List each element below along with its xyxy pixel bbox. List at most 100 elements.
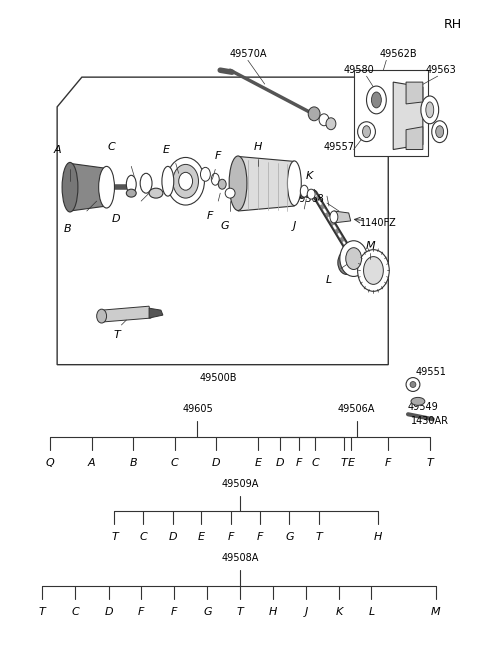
Ellipse shape (99, 166, 114, 208)
Polygon shape (149, 308, 163, 318)
Text: T: T (237, 607, 243, 616)
Polygon shape (406, 82, 423, 104)
Text: D: D (212, 458, 221, 468)
Ellipse shape (300, 185, 308, 197)
Text: 49562B: 49562B (379, 49, 417, 60)
Text: D: D (168, 533, 177, 542)
Polygon shape (406, 126, 423, 149)
Ellipse shape (62, 162, 78, 212)
Text: T: T (340, 458, 347, 468)
Text: E: E (162, 145, 169, 155)
Ellipse shape (201, 168, 210, 181)
Ellipse shape (218, 179, 226, 189)
Ellipse shape (363, 257, 384, 284)
Text: B: B (130, 458, 137, 468)
Text: B: B (63, 224, 71, 234)
Text: 49509A: 49509A (221, 479, 259, 489)
Text: 49568: 49568 (294, 194, 324, 204)
Text: C: C (171, 458, 179, 468)
Text: F: F (170, 607, 177, 616)
Polygon shape (70, 163, 107, 211)
Text: L: L (326, 275, 332, 286)
Text: F: F (207, 211, 214, 221)
Polygon shape (238, 157, 294, 211)
Ellipse shape (330, 211, 338, 223)
Text: 49570A: 49570A (229, 49, 267, 60)
Text: G: G (285, 533, 294, 542)
Text: C: C (311, 458, 319, 468)
Ellipse shape (432, 121, 447, 143)
Ellipse shape (149, 188, 163, 198)
Text: J: J (305, 607, 308, 616)
Text: C: C (108, 141, 115, 151)
Text: 49508A: 49508A (221, 553, 259, 563)
Ellipse shape (307, 189, 315, 199)
Ellipse shape (346, 248, 361, 269)
Text: 49563: 49563 (425, 66, 456, 75)
Ellipse shape (362, 126, 371, 138)
Ellipse shape (211, 174, 219, 185)
Ellipse shape (96, 309, 107, 323)
Ellipse shape (140, 174, 152, 193)
Ellipse shape (372, 92, 381, 108)
Text: T: T (113, 330, 120, 340)
Ellipse shape (406, 377, 420, 392)
Ellipse shape (225, 188, 235, 198)
Text: 49551: 49551 (415, 367, 446, 377)
Text: F: F (138, 607, 144, 616)
Text: K: K (335, 607, 342, 616)
Text: 1430AR: 1430AR (411, 416, 449, 426)
Ellipse shape (358, 122, 375, 141)
Ellipse shape (126, 189, 136, 197)
Ellipse shape (179, 172, 192, 190)
Text: 49605: 49605 (182, 404, 213, 414)
Text: E: E (254, 458, 261, 468)
Text: T: T (111, 533, 118, 542)
Ellipse shape (340, 241, 368, 276)
Text: 49549: 49549 (408, 402, 438, 412)
Text: C: C (139, 533, 147, 542)
Text: F: F (228, 533, 234, 542)
Text: D: D (275, 458, 284, 468)
Polygon shape (314, 189, 354, 263)
Text: E: E (198, 533, 205, 542)
Text: C: C (71, 607, 79, 616)
Text: A: A (88, 458, 96, 468)
Ellipse shape (288, 161, 301, 206)
Text: E: E (347, 458, 354, 468)
Ellipse shape (319, 114, 329, 126)
Text: 49506A: 49506A (338, 404, 375, 414)
Ellipse shape (308, 107, 320, 121)
Polygon shape (354, 70, 428, 157)
Text: D: D (112, 214, 121, 224)
Text: H: H (253, 141, 262, 151)
Text: J: J (293, 221, 296, 231)
Text: G: G (203, 607, 212, 616)
Text: T: T (39, 607, 46, 616)
Text: 49580: 49580 (343, 66, 374, 75)
Text: L: L (368, 607, 374, 616)
Ellipse shape (126, 176, 136, 193)
Text: K: K (306, 172, 313, 181)
Ellipse shape (167, 157, 204, 205)
Ellipse shape (326, 118, 336, 130)
Text: D: D (104, 607, 113, 616)
Text: 1140FZ: 1140FZ (360, 218, 397, 228)
Ellipse shape (436, 126, 444, 138)
Text: 49500B: 49500B (200, 373, 237, 383)
Ellipse shape (173, 164, 199, 198)
Ellipse shape (338, 251, 356, 274)
Text: F: F (215, 151, 221, 162)
Ellipse shape (411, 398, 425, 405)
Text: H: H (374, 533, 383, 542)
Polygon shape (393, 82, 423, 149)
Text: M: M (366, 240, 375, 251)
Text: T: T (316, 533, 323, 542)
Polygon shape (57, 77, 388, 365)
Text: F: F (257, 533, 263, 542)
Text: F: F (296, 458, 302, 468)
Ellipse shape (229, 156, 247, 210)
Ellipse shape (426, 102, 434, 118)
Text: 49557: 49557 (324, 141, 354, 151)
Text: T: T (426, 458, 433, 468)
